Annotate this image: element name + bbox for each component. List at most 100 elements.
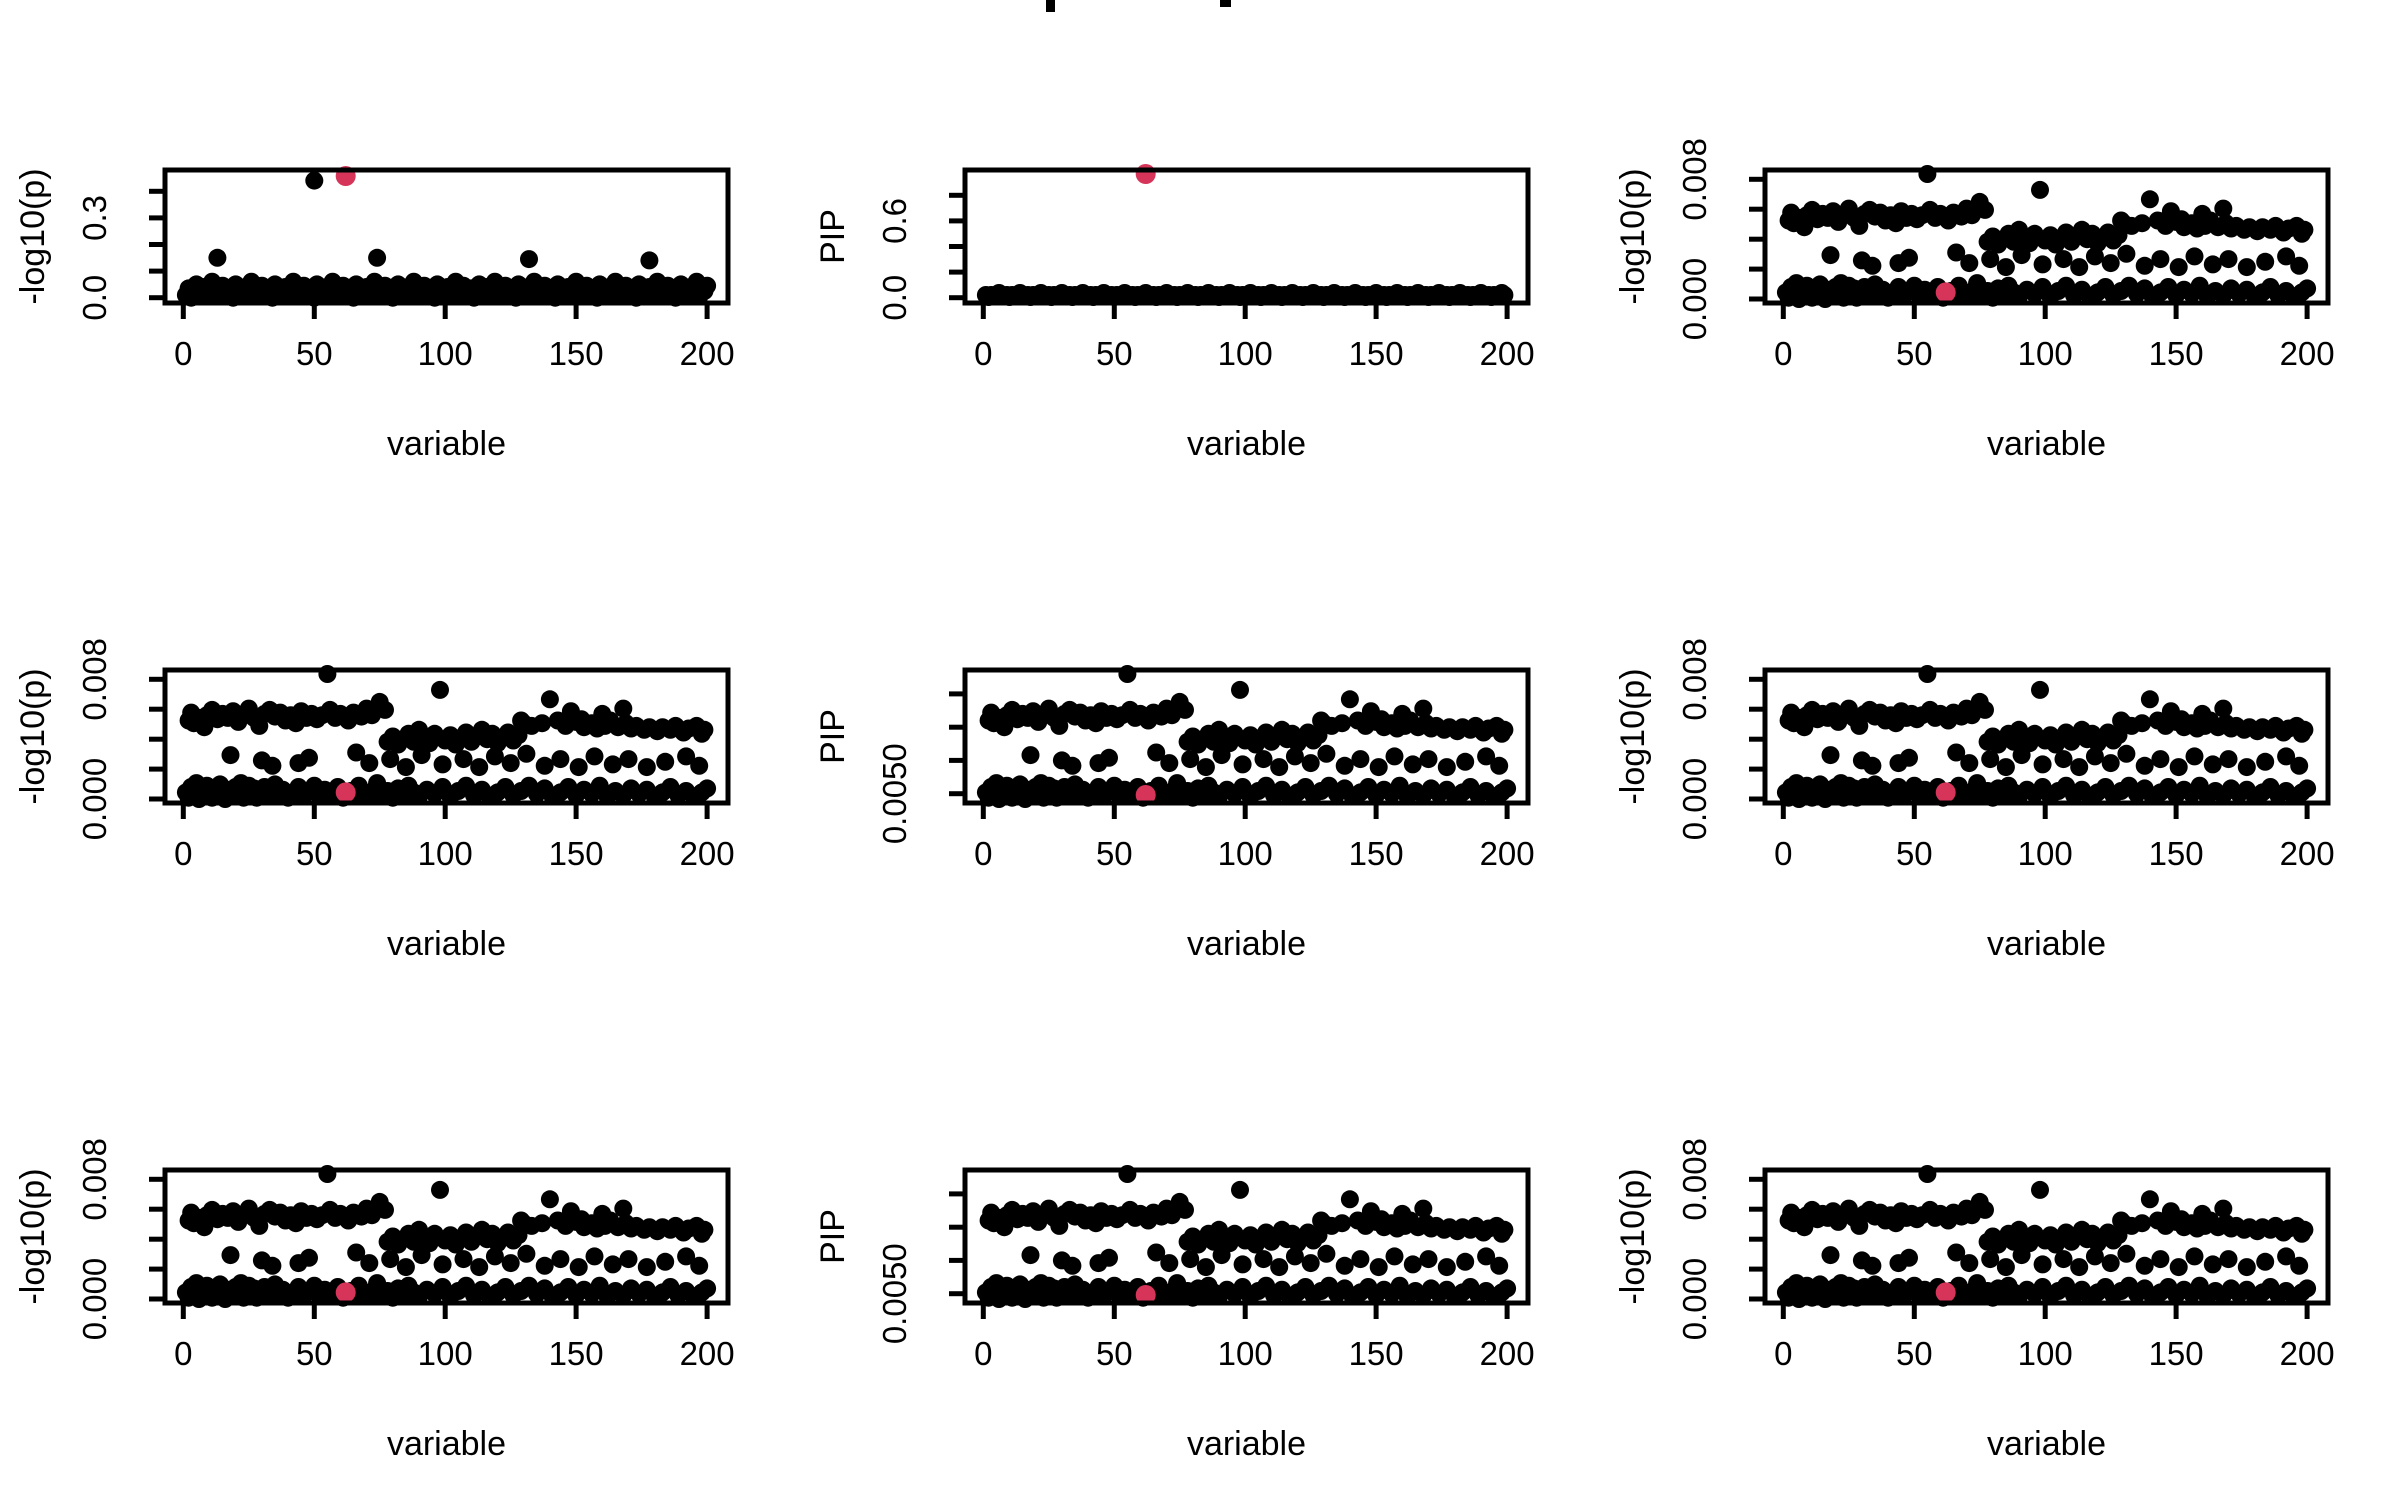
data-point	[535, 756, 554, 775]
data-point	[1094, 284, 1113, 302]
subplot-bottom-left: 0 50 100 150 200 0.000 0.008 -log10(p) variable	[0, 1000, 800, 1500]
data-point	[2214, 699, 2233, 718]
x-tick-label: 50	[296, 835, 333, 872]
data-point	[1821, 246, 1840, 265]
data-point	[677, 1247, 696, 1266]
points-layer	[176, 1165, 717, 1308]
data-point	[2298, 1279, 2317, 1298]
data-point	[485, 1247, 504, 1266]
x-tick-label: 100	[2018, 335, 2073, 372]
data-point	[1181, 1250, 1200, 1269]
data-point	[1490, 1256, 1509, 1275]
data-point	[431, 680, 449, 699]
data-point	[433, 1255, 452, 1274]
y-axis-label: PIP	[814, 1209, 852, 1264]
x-tick-label: 200	[2280, 835, 2335, 872]
data-point	[2085, 1247, 2104, 1266]
x-tick-label: 200	[1480, 1335, 1535, 1372]
data-point	[368, 248, 387, 267]
x-tick-label: 50	[296, 335, 333, 372]
subplot-top-left: 0 50 100 150 200 0.0 0.3 -log10(p) variable	[0, 0, 800, 500]
points-layer	[1776, 1165, 2317, 1308]
data-point	[1490, 756, 1509, 775]
data-point	[2135, 756, 2154, 775]
y-tick-label: 0.008	[76, 638, 113, 721]
x-tick-label: 50	[1896, 835, 1933, 872]
subplot-top-right: 0 50 100 150 200 0.000 0.008 -log10(p) variable	[1600, 0, 2400, 500]
data-point	[263, 756, 282, 775]
data-point	[1498, 1279, 1517, 1298]
data-point	[1471, 284, 1490, 302]
data-point	[1233, 1255, 1252, 1274]
x-tick-label: 200	[680, 1335, 735, 1372]
data-point	[2140, 190, 2159, 209]
x-tick-label: 200	[2280, 335, 2335, 372]
data-point	[2237, 258, 2256, 277]
data-point	[1863, 256, 1882, 275]
y-axis-label: -log10(p)	[1614, 668, 1652, 804]
data-point	[1981, 250, 2000, 269]
data-point	[1196, 1258, 1215, 1277]
data-point	[1147, 1243, 1166, 1262]
data-point	[1309, 726, 1328, 745]
data-point	[1304, 284, 1323, 302]
data-point	[2109, 1226, 2128, 1245]
data-point	[1388, 284, 1407, 302]
data-point	[540, 1190, 559, 1209]
data-point	[2219, 1250, 2238, 1269]
x-axis-label: variable	[1187, 425, 1306, 463]
data-point	[656, 1252, 675, 1271]
data-point	[2185, 747, 2204, 766]
data-point	[1212, 746, 1231, 765]
data-point	[2140, 1190, 2159, 1209]
y-tick-label: 0.008	[1676, 138, 1713, 221]
x-tick-label: 150	[1349, 1335, 1404, 1372]
data-point	[470, 1258, 489, 1277]
data-point	[1450, 284, 1469, 302]
y-tick-label: 0.0	[76, 275, 113, 321]
data-point	[2203, 755, 2222, 774]
data-point	[2295, 720, 2314, 739]
highlight-point	[335, 1282, 356, 1303]
data-point	[1947, 1243, 1966, 1262]
data-point	[347, 1243, 366, 1262]
data-point	[614, 699, 633, 718]
x-axis-label: variable	[387, 1425, 506, 1463]
data-point	[569, 758, 588, 777]
points-layer	[976, 284, 1514, 306]
data-point	[2133, 214, 2152, 233]
data-point	[637, 1258, 656, 1277]
data-point	[619, 1250, 638, 1269]
data-point	[2256, 252, 2275, 271]
data-point	[1437, 1258, 1456, 1277]
x-tick-label: 50	[1096, 335, 1133, 372]
y-axis-label: -log10(p)	[14, 668, 52, 804]
x-axis-label: variable	[387, 925, 506, 963]
data-point	[1196, 758, 1215, 777]
data-point	[1495, 720, 1514, 739]
data-point	[454, 750, 473, 769]
data-point	[2135, 1256, 2154, 1275]
x-tick-label: 0	[174, 335, 192, 372]
data-point	[690, 1256, 709, 1275]
data-point	[1178, 284, 1197, 302]
data-point	[501, 754, 520, 773]
x-tick-label: 150	[549, 335, 604, 372]
data-point	[1498, 779, 1517, 798]
data-point	[2169, 1258, 2188, 1277]
data-point	[360, 1254, 379, 1273]
y-axis-label: -log10(p)	[14, 1168, 52, 1304]
x-tick-label: 100	[1218, 335, 1273, 372]
data-point	[1283, 284, 1302, 302]
data-point	[1333, 714, 1352, 733]
y-tick-label: 0.008	[1676, 1138, 1713, 1221]
data-point	[569, 1258, 588, 1277]
data-point	[698, 779, 717, 798]
data-point	[2033, 255, 2052, 274]
data-point	[2140, 690, 2159, 709]
x-tick-label: 100	[1218, 1335, 1273, 1372]
x-tick-label: 0	[174, 1335, 192, 1372]
data-point	[376, 700, 394, 719]
data-point	[2012, 246, 2031, 265]
data-point	[698, 276, 717, 295]
